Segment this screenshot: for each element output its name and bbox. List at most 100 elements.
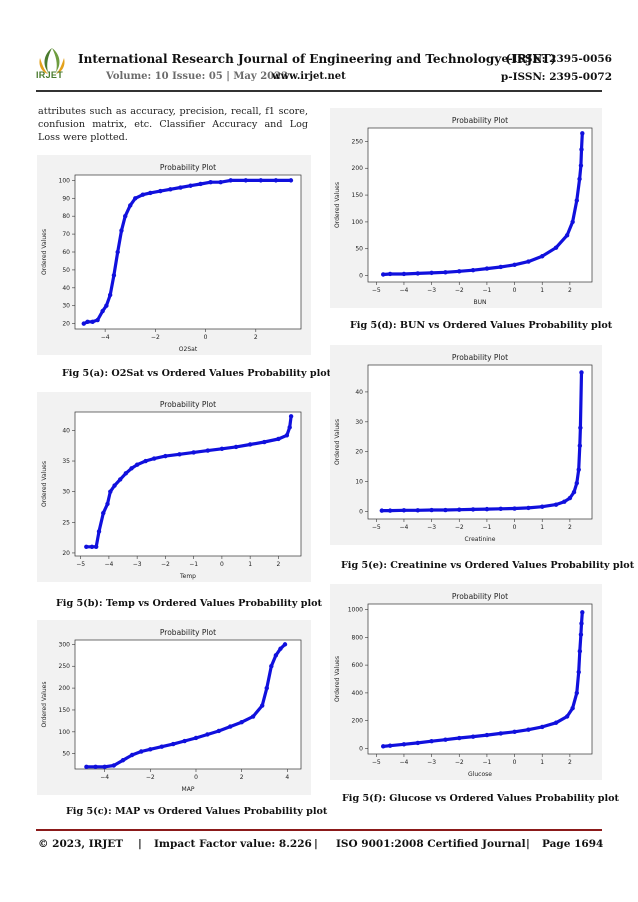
y-tick-label: 40 bbox=[62, 427, 70, 434]
data-point bbox=[387, 743, 393, 748]
x-tick-label: −2 bbox=[455, 524, 464, 531]
y-tick-label: 20 bbox=[62, 321, 70, 328]
data-point bbox=[269, 664, 274, 669]
x-tick-label: −2 bbox=[455, 759, 464, 766]
chart-title: Probability Plot bbox=[452, 592, 508, 601]
x-tick-label: −5 bbox=[372, 759, 381, 766]
chart-title: Probability Plot bbox=[452, 116, 508, 125]
figure-f: Probability Plot Glucose Ordered Values −5 −… bbox=[330, 584, 602, 780]
data-point bbox=[205, 732, 210, 737]
data-point bbox=[288, 178, 294, 183]
data-point bbox=[84, 764, 89, 770]
data-point bbox=[84, 544, 89, 550]
data-point bbox=[205, 448, 210, 453]
chart-title: Probability Plot bbox=[160, 400, 216, 409]
footer-copyright: © 2023, IRJET bbox=[38, 838, 124, 850]
data-point bbox=[90, 319, 95, 325]
data-point bbox=[259, 703, 265, 708]
data-point bbox=[170, 741, 176, 747]
data-point bbox=[484, 266, 490, 271]
logo-text: IRJET bbox=[36, 70, 64, 80]
data-point bbox=[112, 483, 117, 488]
data-point bbox=[129, 752, 135, 758]
data-point bbox=[95, 317, 100, 323]
data-point bbox=[579, 621, 584, 626]
data-point bbox=[258, 178, 264, 183]
data-point bbox=[381, 272, 386, 277]
data-point bbox=[540, 724, 545, 730]
chart-bun: Probability Plot BUN Ordered Values −5 −4 −3 −… bbox=[334, 116, 593, 306]
data-point bbox=[470, 734, 476, 739]
x-tick-label: 0 bbox=[220, 561, 224, 568]
data-point bbox=[580, 131, 585, 136]
data-point bbox=[562, 499, 567, 504]
data-point bbox=[278, 646, 283, 651]
data-point bbox=[526, 259, 531, 264]
data-point bbox=[578, 632, 584, 637]
y-tick-label: 800 bbox=[352, 634, 364, 641]
data-point bbox=[111, 763, 117, 768]
x-axis-label: BUN bbox=[474, 299, 487, 306]
data-point bbox=[429, 270, 434, 276]
caption-c: Fig 5(c): MAP vs Ordered Values Probabil… bbox=[66, 806, 328, 817]
chart-creatinine: Probability Plot Creatinine Ordered Values… bbox=[334, 353, 593, 543]
data-point bbox=[415, 508, 420, 513]
journal-website[interactable]: www.irjet.net bbox=[272, 71, 346, 82]
x-tick-label: 1 bbox=[540, 287, 544, 294]
y-tick-label: 150 bbox=[59, 707, 71, 714]
data-point bbox=[443, 507, 448, 513]
data-point bbox=[120, 758, 126, 763]
data-point bbox=[105, 501, 110, 507]
y-tick-label: 40 bbox=[355, 389, 363, 396]
data-point bbox=[85, 319, 90, 325]
data-point bbox=[457, 269, 462, 274]
y-tick-label: 50 bbox=[355, 246, 363, 253]
data-point bbox=[387, 508, 393, 513]
data-point bbox=[498, 264, 503, 270]
data-point bbox=[512, 729, 517, 734]
data-point bbox=[115, 249, 120, 255]
y-tick-label: 400 bbox=[352, 690, 364, 697]
data-point bbox=[102, 764, 107, 770]
page-header: IRJET International Research Journal of … bbox=[0, 0, 638, 96]
chart-title: Probability Plot bbox=[452, 353, 508, 362]
data-point bbox=[387, 271, 393, 277]
data-point bbox=[182, 738, 187, 744]
data-point bbox=[111, 273, 117, 278]
data-point bbox=[208, 179, 213, 185]
probability-curve bbox=[380, 370, 584, 513]
plot-area bbox=[74, 639, 302, 770]
data-point bbox=[243, 178, 248, 183]
x-tick-label: −2 bbox=[151, 334, 160, 341]
x-axis-label: Creatinine bbox=[465, 536, 496, 543]
chart-map: Probability Plot MAP Ordered Values −4 −2 0 2 4… bbox=[41, 628, 302, 793]
data-point bbox=[216, 728, 222, 734]
y-tick-label: 0 bbox=[359, 273, 363, 280]
x-tick-label: 0 bbox=[513, 759, 517, 766]
data-point bbox=[576, 669, 581, 675]
data-point bbox=[139, 749, 144, 754]
y-tick-label: 70 bbox=[62, 231, 70, 238]
data-point bbox=[93, 764, 98, 770]
data-point bbox=[540, 504, 545, 509]
data-point bbox=[443, 737, 448, 742]
x-tick-label: 2 bbox=[568, 759, 572, 766]
data-point bbox=[108, 489, 113, 494]
data-point bbox=[498, 506, 503, 512]
data-point bbox=[119, 228, 124, 233]
x-tick-label: −1 bbox=[482, 524, 491, 531]
data-point bbox=[579, 370, 584, 375]
y-tick-label: 90 bbox=[62, 195, 70, 202]
y-axis-label: Ordered Values bbox=[41, 682, 48, 728]
eissn: e-ISSN: 2395-0056 bbox=[501, 53, 612, 65]
x-tick-label: −1 bbox=[482, 287, 491, 294]
y-tick-label: 50 bbox=[62, 267, 70, 274]
x-tick-label: −2 bbox=[455, 287, 464, 294]
data-point bbox=[577, 443, 583, 448]
data-point bbox=[564, 714, 570, 719]
x-axis-label: Temp bbox=[179, 573, 196, 580]
data-point bbox=[484, 506, 490, 512]
data-point bbox=[574, 480, 579, 486]
x-tick-label: 0 bbox=[194, 774, 198, 781]
data-point bbox=[273, 653, 279, 658]
